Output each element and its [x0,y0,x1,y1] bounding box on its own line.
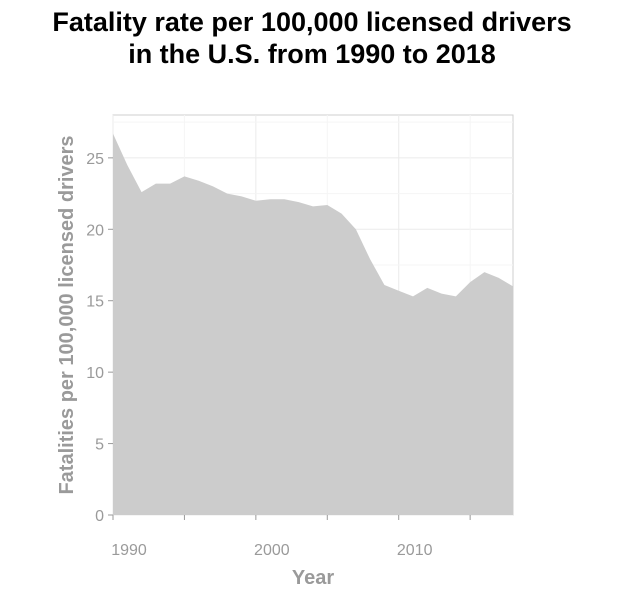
y-tick-label-0: 0 [95,508,104,525]
x-tick-label-1990: 1990 [111,542,147,559]
x-axis-ticks: 1990 2000 2010 [111,515,471,559]
x-tick-label-2000: 2000 [254,542,290,559]
x-axis-title: Year [292,567,334,589]
y-axis-title: Fatalities per 100,000 licensed drivers [56,135,78,494]
y-tick-label-10: 10 [86,365,104,382]
chart-title-line-2: in the U.S. from 1990 to 2018 [128,39,496,69]
y-tick-label-25: 25 [86,151,104,168]
y-tick-label-15: 15 [86,294,104,311]
chart-title-line-1: Fatality rate per 100,000 licensed drive… [52,7,572,37]
x-tick-label-2010: 2010 [397,542,433,559]
y-tick-label-20: 20 [86,222,104,239]
y-tick-label-5: 5 [95,437,104,454]
y-axis-ticks: 0 5 10 15 20 25 [86,151,113,525]
chart-title: Fatality rate per 100,000 licensed drive… [0,6,624,70]
fatality-rate-area [113,133,513,515]
